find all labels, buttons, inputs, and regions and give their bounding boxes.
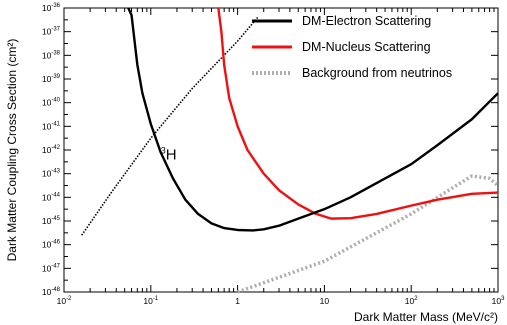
y-tick-label-exp: -48 bbox=[51, 287, 60, 293]
y-tick-label-base: 10 bbox=[42, 3, 52, 13]
legend: DM-Electron Scattering DM-Nucleus Scatte… bbox=[252, 14, 452, 80]
y-tick-label: 10-37 bbox=[42, 27, 61, 37]
y-tick-label: 10-46 bbox=[42, 240, 61, 250]
x-tick-label-exp: -1 bbox=[153, 296, 159, 302]
x-tick-label-base: 10 bbox=[405, 296, 415, 306]
x-tick-label-base: 1 bbox=[235, 296, 240, 306]
x-tick-label: 10-2 bbox=[57, 296, 72, 306]
x-tick-label: 10 bbox=[320, 296, 330, 306]
y-tick-label: 10-48 bbox=[42, 287, 61, 297]
y-tick-label-exp: -39 bbox=[51, 74, 60, 80]
y-tick-label: 10-41 bbox=[42, 121, 61, 131]
x-tick-label-base: 10 bbox=[143, 296, 153, 306]
y-tick-label-base: 10 bbox=[42, 287, 52, 297]
y-tick-label: 10-45 bbox=[42, 216, 61, 226]
plot-area bbox=[63, 7, 499, 293]
legend-label-nucleus: DM-Nucleus Scattering bbox=[302, 40, 431, 54]
x-tick-label-exp: 2 bbox=[414, 296, 418, 302]
y-tick-label-base: 10 bbox=[42, 74, 52, 84]
y-tick-label-exp: -47 bbox=[51, 263, 60, 269]
x-tick-label: 1 bbox=[235, 296, 240, 306]
y-tick-label-exp: -40 bbox=[51, 98, 60, 104]
y-tick-label-exp: -38 bbox=[51, 50, 60, 56]
y-tick-label-base: 10 bbox=[42, 169, 52, 179]
series-line-2 bbox=[237, 174, 500, 294]
series-layer bbox=[81, 7, 500, 294]
y-tick-label: 10-36 bbox=[42, 3, 61, 13]
tritium-label-sup: 3 bbox=[161, 145, 166, 155]
series-line-1 bbox=[217, 7, 499, 220]
y-tick-label: 10-44 bbox=[42, 192, 61, 202]
y-tick-label-exp: -43 bbox=[51, 169, 60, 175]
y-tick-label-exp: -45 bbox=[51, 216, 60, 222]
legend-label-neutrino: Background from neutrinos bbox=[302, 66, 452, 80]
y-tick-label-exp: -36 bbox=[51, 3, 60, 9]
y-tick-label-base: 10 bbox=[42, 145, 52, 155]
tritium-label-base: H bbox=[166, 146, 177, 163]
y-tick-label: 10-40 bbox=[42, 98, 61, 108]
x-tick-label-base: 10 bbox=[320, 296, 330, 306]
y-tick-label-base: 10 bbox=[42, 240, 52, 250]
x-axis-title: Dark Matter Mass (MeV/c²) bbox=[354, 310, 498, 324]
axis-ticks: 10-2 10-1 1 10 102 10310-3610-3710-3810-3910-… bbox=[42, 3, 505, 306]
y-tick-label-exp: -42 bbox=[51, 145, 60, 151]
y-tick-label-exp: -37 bbox=[51, 27, 60, 33]
x-tick-label: 102 bbox=[405, 296, 418, 306]
y-tick-label-base: 10 bbox=[42, 27, 52, 37]
x-tick-label-base: 10 bbox=[57, 296, 67, 306]
y-tick-label-base: 10 bbox=[42, 192, 52, 202]
y-tick-label-base: 10 bbox=[42, 50, 52, 60]
y-tick-label-base: 10 bbox=[42, 263, 52, 273]
plot-frame bbox=[63, 7, 499, 293]
y-tick-label: 10-43 bbox=[42, 169, 61, 179]
x-tick-label: 10-1 bbox=[143, 296, 158, 306]
tritium-label: 3H bbox=[161, 145, 177, 163]
y-tick-label: 10-42 bbox=[42, 145, 61, 155]
y-axis-title: Dark Matter Coupling Cross Section (cm²) bbox=[5, 39, 19, 262]
x-tick-label-exp: 3 bbox=[501, 296, 505, 302]
series-line-3 bbox=[81, 16, 259, 236]
y-tick-label-exp: -44 bbox=[51, 192, 60, 198]
y-tick-label-exp: -46 bbox=[51, 240, 60, 246]
y-tick-label: 10-38 bbox=[42, 50, 61, 60]
y-tick-label-base: 10 bbox=[42, 216, 52, 226]
y-tick-label: 10-39 bbox=[42, 74, 61, 84]
x-tick-label-base: 10 bbox=[492, 296, 502, 306]
x-tick-label: 103 bbox=[492, 296, 505, 306]
y-tick-label-exp: -41 bbox=[51, 121, 60, 127]
x-tick-label-exp: -2 bbox=[66, 296, 72, 302]
y-tick-label: 10-47 bbox=[42, 263, 61, 273]
y-tick-label-base: 10 bbox=[42, 121, 52, 131]
legend-label-electron: DM-Electron Scattering bbox=[302, 14, 431, 28]
y-tick-label-base: 10 bbox=[42, 98, 52, 108]
series-line-0 bbox=[127, 7, 499, 232]
